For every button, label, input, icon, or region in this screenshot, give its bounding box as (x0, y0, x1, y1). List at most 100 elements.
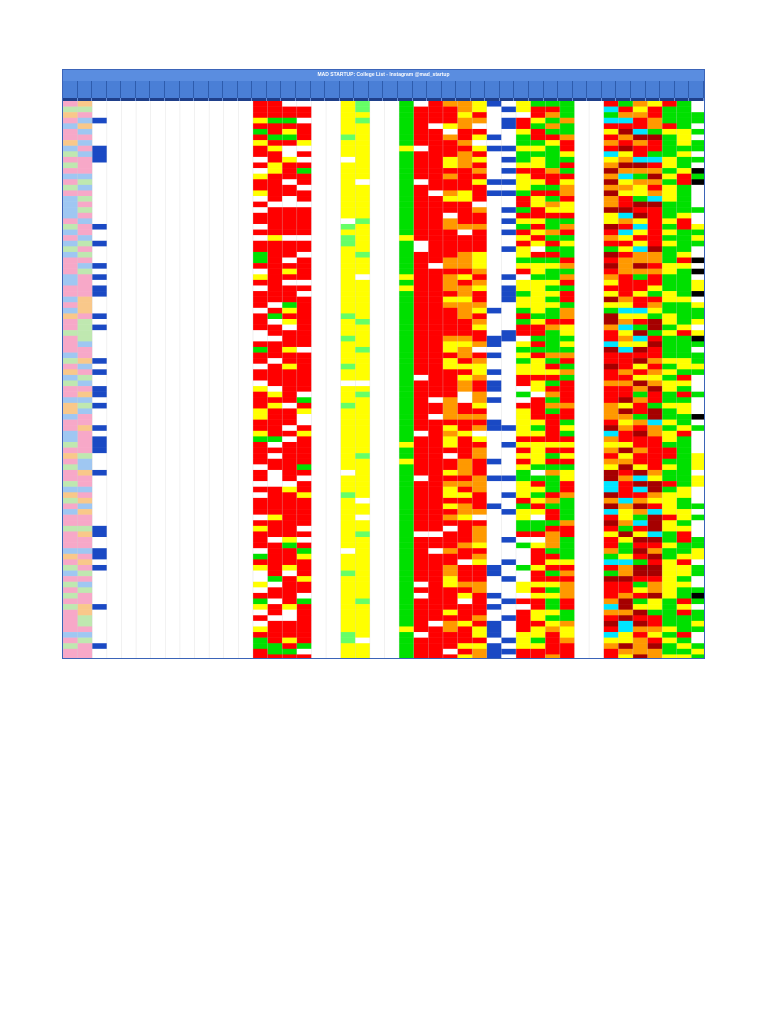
sheet-cell[interactable] (150, 218, 166, 225)
sheet-cell[interactable] (632, 654, 648, 659)
sheet-cell[interactable] (472, 503, 487, 510)
sheet-cell[interactable] (63, 106, 78, 113)
sheet-cell[interactable] (165, 346, 181, 353)
sheet-cell[interactable] (369, 637, 385, 644)
sheet-cell[interactable] (165, 374, 181, 381)
sheet-cell[interactable] (662, 319, 677, 325)
sheet-cell[interactable] (632, 604, 648, 610)
sheet-cell[interactable] (647, 117, 663, 124)
sheet-cell[interactable] (457, 279, 473, 286)
sheet-cell[interactable] (574, 408, 590, 415)
sheet-cell[interactable] (136, 330, 151, 336)
sheet-cell[interactable] (545, 285, 561, 292)
sheet-cell[interactable] (136, 553, 151, 560)
sheet-cell[interactable] (223, 279, 239, 286)
sheet-cell[interactable] (77, 414, 93, 420)
sheet-cell[interactable] (209, 464, 224, 471)
sheet-cell[interactable] (589, 481, 604, 487)
sheet-cell[interactable] (647, 481, 663, 487)
sheet-cell[interactable] (384, 481, 400, 487)
sheet-cell[interactable] (136, 128, 151, 135)
sheet-cell[interactable] (165, 291, 181, 297)
sheet-cell[interactable] (662, 453, 677, 459)
sheet-cell[interactable] (691, 570, 705, 577)
sheet-cell[interactable] (223, 525, 239, 532)
sheet-cell[interactable] (209, 553, 224, 560)
sheet-cell[interactable] (63, 542, 78, 549)
sheet-cell[interactable] (589, 654, 604, 659)
sheet-cell[interactable] (238, 386, 254, 392)
sheet-cell[interactable] (574, 268, 590, 275)
sheet-cell[interactable] (384, 441, 400, 448)
sheet-cell[interactable] (92, 626, 108, 633)
sheet-cell[interactable] (545, 637, 561, 644)
sheet-cell[interactable] (632, 251, 648, 258)
sheet-cell[interactable] (501, 548, 517, 554)
sheet-cell[interactable] (369, 212, 385, 219)
sheet-cell[interactable] (399, 123, 414, 130)
sheet-cell[interactable] (516, 140, 531, 146)
sheet-cell[interactable] (136, 402, 151, 409)
sheet-cell[interactable] (603, 218, 619, 225)
sheet-cell[interactable] (472, 179, 487, 186)
sheet-cell[interactable] (399, 279, 414, 286)
sheet-cell[interactable] (486, 302, 502, 309)
sheet-cell[interactable] (530, 548, 546, 554)
sheet-cell[interactable] (676, 313, 692, 320)
sheet-cell[interactable] (676, 559, 692, 566)
sheet-cell[interactable] (676, 151, 692, 158)
sheet-cell[interactable] (267, 604, 283, 610)
sheet-cell[interactable] (136, 140, 151, 146)
sheet-cell[interactable] (545, 592, 561, 599)
sheet-cell[interactable] (121, 525, 137, 532)
sheet-cell[interactable] (486, 151, 502, 158)
sheet-cell[interactable] (574, 514, 590, 521)
sheet-cell[interactable] (369, 235, 385, 241)
sheet-cell[interactable] (559, 531, 575, 538)
sheet-cell[interactable] (179, 302, 195, 309)
sheet-cell[interactable] (282, 257, 298, 264)
sheet-cell[interactable] (340, 643, 356, 650)
sheet-cell[interactable] (77, 441, 93, 448)
sheet-cell[interactable] (589, 257, 604, 264)
sheet-cell[interactable] (457, 408, 473, 415)
sheet-cell[interactable] (486, 291, 502, 297)
sheet-cell[interactable] (296, 330, 312, 336)
sheet-cell[interactable] (428, 464, 444, 471)
sheet-cell[interactable] (647, 643, 663, 650)
sheet-cell[interactable] (209, 397, 224, 404)
sheet-cell[interactable] (179, 648, 195, 655)
sheet-cell[interactable] (179, 492, 195, 499)
sheet-cell[interactable] (150, 235, 166, 241)
sheet-cell[interactable] (413, 313, 429, 320)
sheet-cell[interactable] (589, 196, 604, 202)
sheet-cell[interactable] (194, 436, 210, 443)
sheet-cell[interactable] (165, 520, 181, 527)
sheet-cell[interactable] (632, 324, 648, 331)
sheet-cell[interactable] (545, 358, 561, 364)
sheet-cell[interactable] (121, 240, 137, 247)
sheet-cell[interactable] (121, 196, 137, 202)
sheet-cell[interactable] (150, 453, 166, 459)
sheet-cell[interactable] (691, 525, 705, 532)
sheet-cell[interactable] (106, 542, 122, 549)
sheet-cell[interactable] (530, 179, 546, 186)
sheet-cell[interactable] (559, 257, 575, 264)
sheet-cell[interactable] (267, 184, 283, 191)
sheet-cell[interactable] (77, 503, 93, 510)
sheet-cell[interactable] (340, 615, 356, 622)
sheet-cell[interactable] (194, 106, 210, 113)
sheet-cell[interactable] (472, 430, 487, 437)
sheet-cell[interactable] (340, 464, 356, 471)
sheet-cell[interactable] (106, 537, 122, 543)
sheet-cell[interactable] (311, 458, 327, 465)
sheet-cell[interactable] (63, 414, 78, 420)
sheet-cell[interactable] (530, 369, 546, 376)
sheet-cell[interactable] (559, 481, 575, 487)
sheet-cell[interactable] (559, 106, 575, 113)
sheet-cell[interactable] (632, 302, 648, 309)
sheet-cell[interactable] (589, 503, 604, 510)
sheet-cell[interactable] (296, 263, 312, 269)
sheet-cell[interactable] (516, 229, 531, 236)
sheet-cell[interactable] (647, 570, 663, 577)
